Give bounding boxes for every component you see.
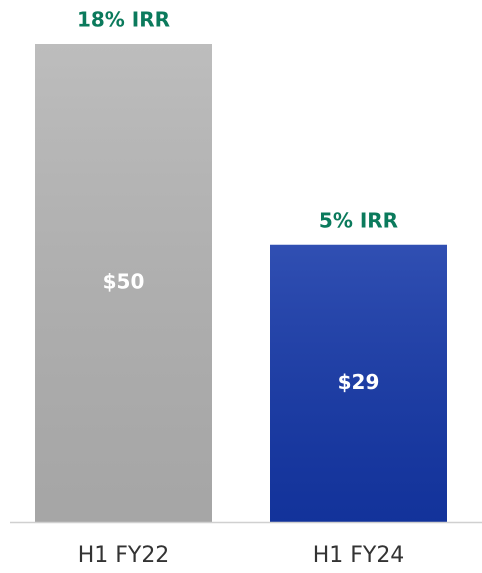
- x-tick-label: H1 FY22: [78, 543, 170, 568]
- annotation: 5% IRR: [319, 208, 398, 232]
- bar-shade: [35, 44, 212, 522]
- x-tick-label: H1 FY24: [313, 543, 405, 568]
- bar-shade: [270, 244, 447, 522]
- annotation: 18% IRR: [77, 8, 170, 32]
- value-label: $50: [103, 270, 145, 294]
- value-label: $29: [338, 370, 380, 394]
